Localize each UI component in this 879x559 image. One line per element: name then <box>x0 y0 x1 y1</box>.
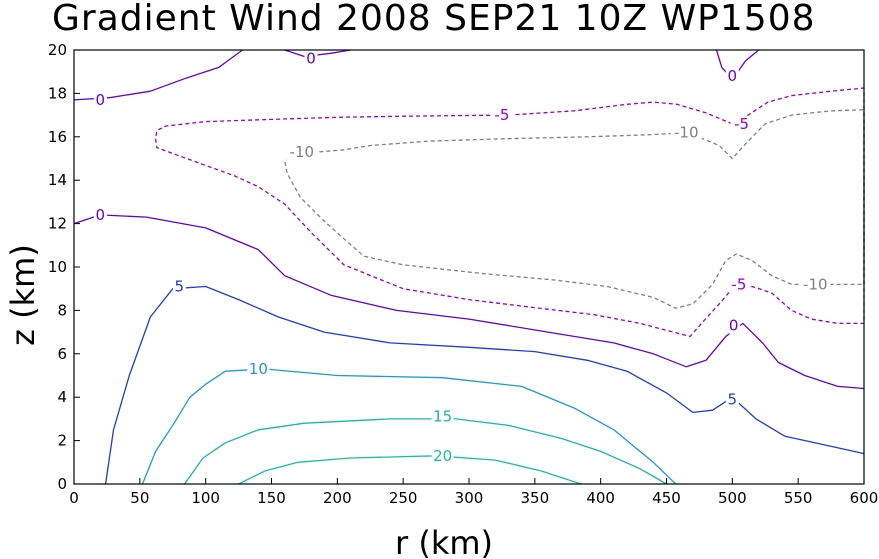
contour-label-background <box>725 68 739 85</box>
contour-line-20 <box>238 455 582 485</box>
y-axis-title: z (km) <box>4 244 42 346</box>
contour-label-background <box>431 447 454 464</box>
contour-label: 0 <box>96 91 106 109</box>
contour-label-background <box>730 115 753 132</box>
contour-layer <box>73 49 865 485</box>
x-tick-label: 100 <box>191 489 220 507</box>
contour-label-background <box>431 408 454 425</box>
contour-label: 0 <box>729 317 739 335</box>
y-tick-label: 14 <box>48 171 67 189</box>
contour-label: 10 <box>249 360 268 378</box>
x-tick-label: 400 <box>586 489 615 507</box>
x-tick-label: 250 <box>389 489 418 507</box>
contour-label: 0 <box>306 50 316 68</box>
x-tick-label: 600 <box>850 489 879 507</box>
contour-label-background <box>727 317 741 334</box>
contour-label: 20 <box>433 447 452 465</box>
tick-layer: 0 50 100 150 200 250 300 350 400 450 500 550 6000246… <box>48 41 878 507</box>
y-tick-label: 12 <box>48 215 67 233</box>
contour-label: -5 <box>494 106 509 124</box>
x-tick-label: 0 <box>69 489 79 507</box>
contour-label: -10 <box>674 123 699 141</box>
y-tick-label: 4 <box>57 388 67 406</box>
contour-label-background <box>93 206 107 223</box>
contour-label-background <box>670 124 702 141</box>
y-tick-label: 6 <box>57 345 67 363</box>
contour-label-background <box>93 91 107 108</box>
y-tick-label: 20 <box>48 41 67 59</box>
contour-label: -10 <box>290 143 315 161</box>
contour-label-background <box>490 107 513 124</box>
y-tick-label: 18 <box>48 84 67 102</box>
contour-label: -5 <box>734 115 749 133</box>
y-tick-label: 16 <box>48 128 67 146</box>
y-tick-label: 8 <box>57 301 67 319</box>
contour-line-10 <box>141 368 677 485</box>
chart-title: Gradient Wind 2008 SEP21 10Z WP1508 <box>52 0 816 39</box>
contour-label-background <box>286 143 318 160</box>
contour-label-background <box>725 391 739 408</box>
x-tick-label: 500 <box>718 489 747 507</box>
y-tick-label: 10 <box>48 258 67 276</box>
contour-label: -10 <box>803 275 828 293</box>
contour-label: -5 <box>731 275 746 293</box>
contour-label: 5 <box>175 278 185 296</box>
contour-line-neg10 <box>284 109 865 309</box>
x-tick-label: 350 <box>521 489 550 507</box>
x-tick-label: 50 <box>130 489 149 507</box>
contour-label-background <box>247 360 270 377</box>
contour-line-15 <box>184 418 667 485</box>
contour-label: 5 <box>728 390 738 408</box>
contour-line-0 <box>73 214 865 390</box>
contour-line-neg5 <box>154 87 865 338</box>
contour-line-5 <box>104 285 865 485</box>
x-axis-title: r (km) <box>395 524 493 559</box>
contour-label: 0 <box>728 67 738 85</box>
y-tick-label: 0 <box>57 475 67 493</box>
contour-label-layer: -10 -10 -10 -5 -5 -5 0 0 0 0 0 5 5 10 15 20 <box>93 50 831 465</box>
x-tick-label: 550 <box>784 489 813 507</box>
contour-label-background <box>727 276 750 293</box>
contour-label-background <box>799 276 831 293</box>
x-tick-label: 200 <box>323 489 352 507</box>
contour-label: 0 <box>96 206 106 224</box>
x-tick-label: 150 <box>257 489 286 507</box>
contour-label-background <box>172 278 186 295</box>
y-tick-label: 2 <box>57 432 67 450</box>
x-tick-label: 450 <box>652 489 681 507</box>
contour-label-background <box>304 50 318 67</box>
contour-line-0 <box>284 49 351 58</box>
x-tick-label: 300 <box>455 489 484 507</box>
contour-label: 15 <box>433 408 452 426</box>
